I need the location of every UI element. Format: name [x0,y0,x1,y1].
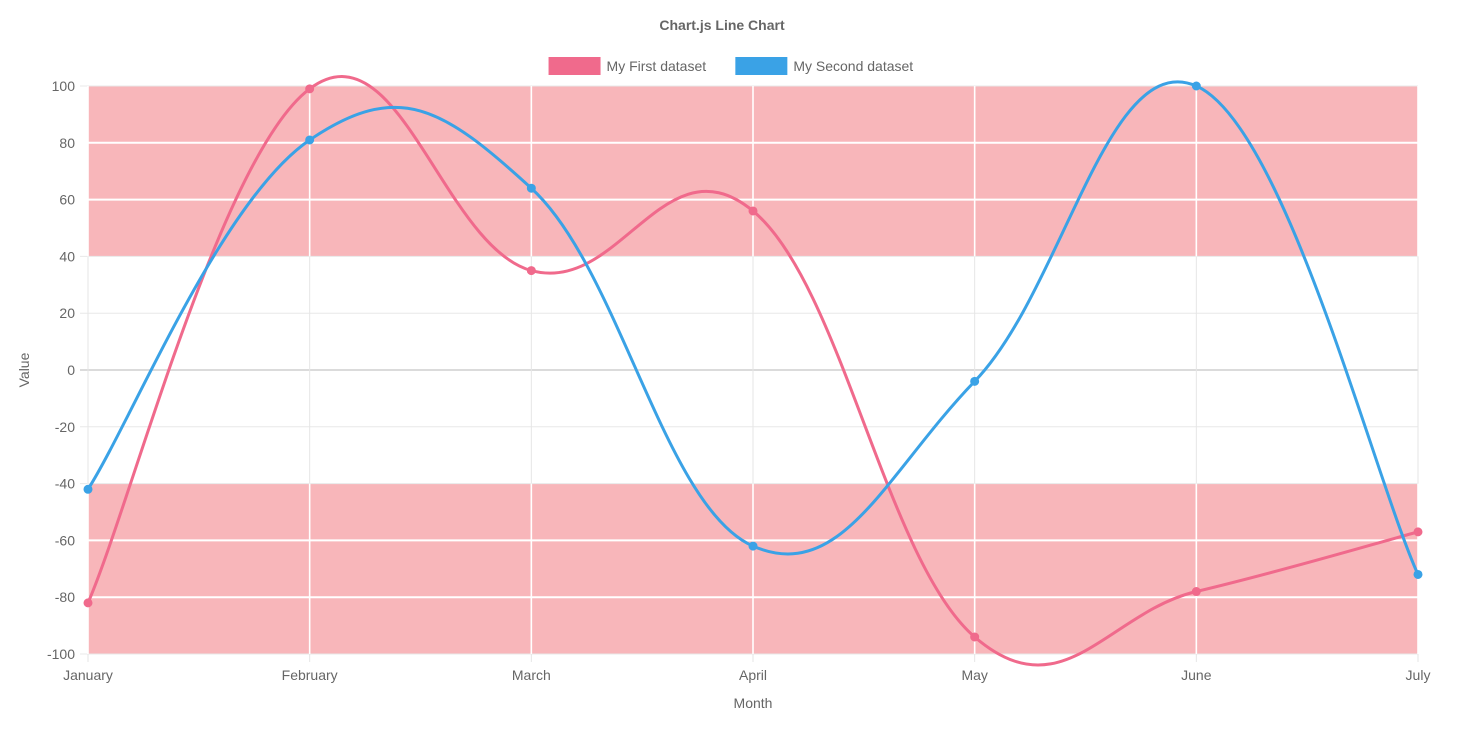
data-point-series-1[interactable] [1413,527,1423,537]
x-tick-label: January [63,667,113,683]
y-tick-label: -40 [55,476,75,492]
data-point-series-2[interactable] [1191,81,1201,91]
data-point-series-2[interactable] [83,484,93,494]
y-tick-label: -80 [55,589,75,605]
chart-title: Chart.js Line Chart [659,17,785,33]
data-point-series-2[interactable] [1413,569,1423,579]
data-point-series-2[interactable] [305,135,315,145]
x-tick-label: May [961,667,987,683]
legend-swatch[interactable] [735,57,788,75]
y-tick-label: 40 [59,248,75,264]
data-point-series-2[interactable] [526,183,536,193]
legend-label[interactable]: My Second dataset [793,58,913,74]
data-point-series-2[interactable] [748,541,758,551]
data-point-series-2[interactable] [970,376,980,386]
x-tick-label: March [512,667,551,683]
data-point-series-1[interactable] [748,206,758,216]
legend-swatch[interactable] [548,57,601,75]
data-points [83,81,1423,642]
y-tick-label: 60 [59,192,75,208]
data-point-series-1[interactable] [1191,587,1201,597]
x-tick-label: July [1406,667,1431,683]
legend-label[interactable]: My First dataset [607,58,707,74]
x-tick-label: April [739,667,767,683]
y-tick-label: -20 [55,419,75,435]
data-point-series-1[interactable] [83,598,93,608]
y-axis-title: Value [16,352,32,387]
y-tick-label: 100 [52,78,76,94]
grid-lines [80,85,1419,662]
data-point-series-1[interactable] [305,84,315,94]
y-tick-label: -60 [55,532,75,548]
x-axis-title: Month [734,695,773,711]
axes: 100 80 60 40 20 0 -20 -40 -60 -80 -100 January Febru… [47,78,1430,683]
data-point-series-1[interactable] [526,266,536,276]
data-point-series-1[interactable] [970,632,980,642]
x-tick-label: June [1181,667,1212,683]
y-tick-label: 20 [59,305,75,321]
series-line-1 [86,75,1420,667]
y-tick-label: 0 [67,362,75,378]
legend: My First dataset My Second dataset [548,57,913,75]
x-tick-label: February [282,667,338,683]
y-tick-label: 80 [59,135,75,151]
y-tick-label: -100 [47,646,75,662]
